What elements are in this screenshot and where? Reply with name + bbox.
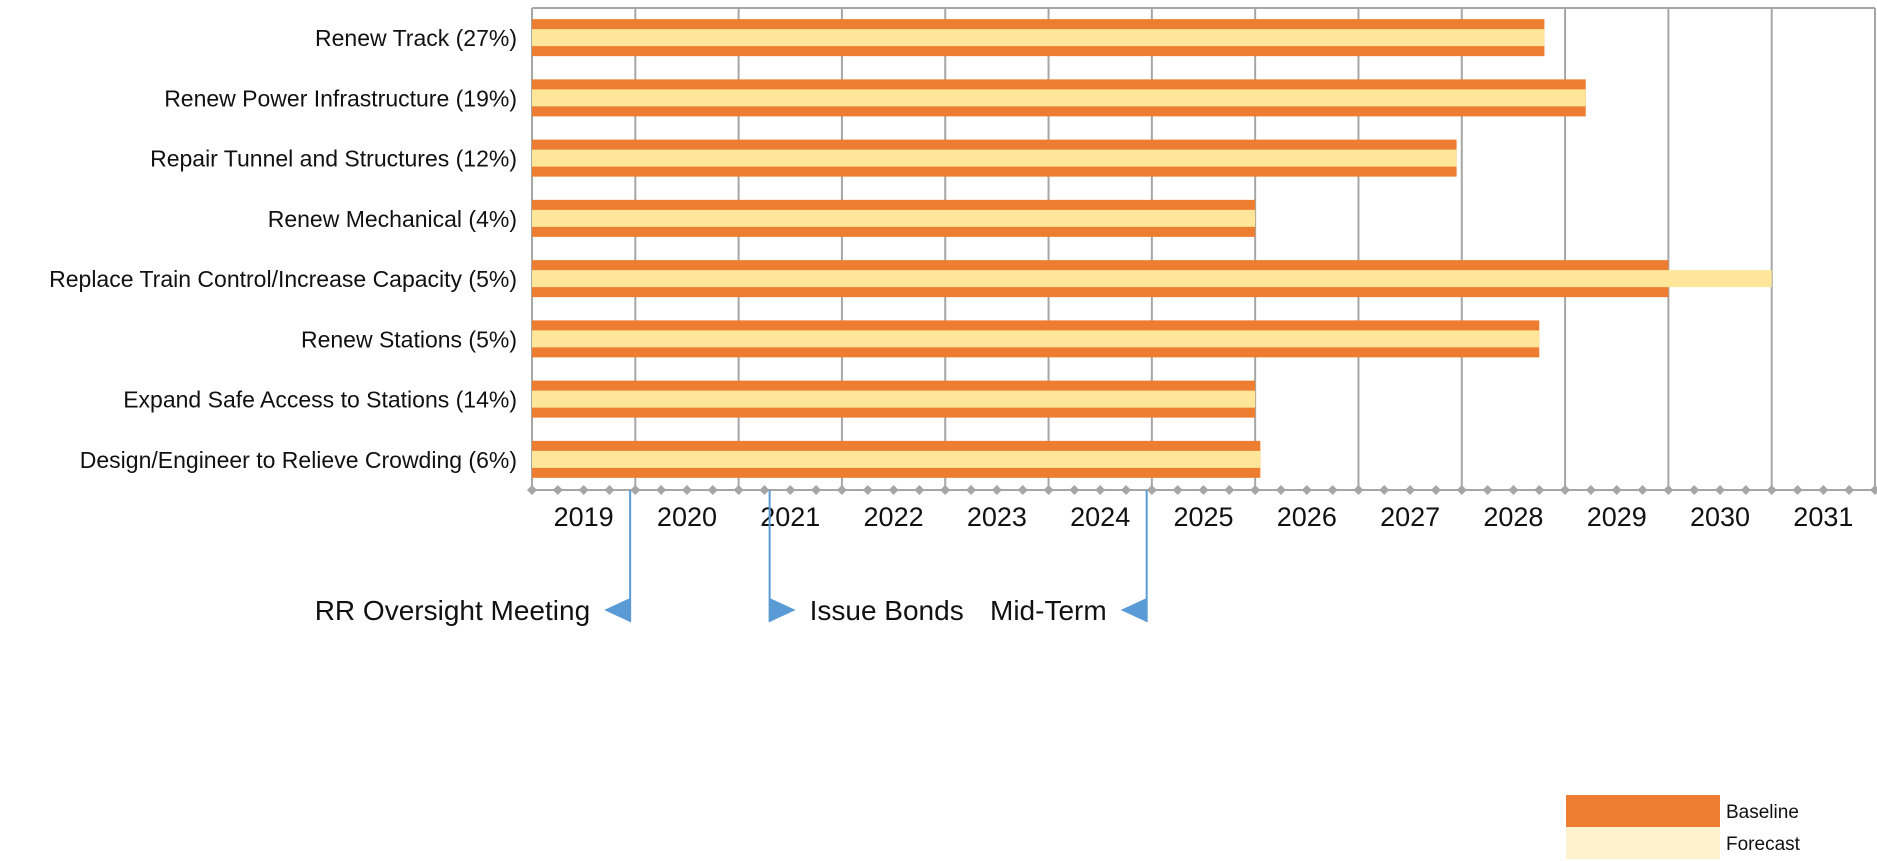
axis-tick-marker xyxy=(707,485,718,495)
axis-tick-marker xyxy=(552,485,563,495)
axis-tick-marker xyxy=(1095,485,1106,495)
axis-tick-marker xyxy=(1663,485,1674,495)
bar-forecast-6 xyxy=(532,390,1256,408)
x-tick-label: 2020 xyxy=(657,502,717,532)
axis-tick-marker xyxy=(1508,485,1519,495)
milestone-label: Mid-Term xyxy=(990,595,1107,626)
axis-tick-marker xyxy=(888,485,899,495)
axis-tick-marker xyxy=(1870,485,1877,495)
axis-tick-marker xyxy=(1275,485,1286,495)
category-label: Renew Power Infrastructure (19%) xyxy=(164,85,517,111)
milestone-marker-0 xyxy=(604,598,631,622)
axis-tick-marker xyxy=(1611,485,1622,495)
axis-tick-marker xyxy=(759,485,770,495)
axis-tick-marker xyxy=(1844,485,1855,495)
x-tick-label: 2024 xyxy=(1070,502,1130,532)
x-tick-label: 2025 xyxy=(1173,502,1233,532)
milestone-label: RR Oversight Meeting xyxy=(315,595,590,626)
bar-forecast-5 xyxy=(532,330,1540,348)
axis-tick-marker xyxy=(1327,485,1338,495)
bar-forecast-3 xyxy=(532,209,1256,227)
axis-tick-marker xyxy=(862,485,873,495)
axis-tick-marker xyxy=(914,485,925,495)
category-label: Replace Train Control/Increase Capacity … xyxy=(49,266,517,292)
category-label: Repair Tunnel and Structures (12%) xyxy=(150,146,517,172)
axis-tick-marker xyxy=(1301,485,1312,495)
x-tick-label: 2022 xyxy=(864,502,924,532)
axis-tick-marker xyxy=(1715,485,1726,495)
axis-tick-marker xyxy=(1560,485,1571,495)
axis-tick-marker xyxy=(991,485,1002,495)
x-tick-label: 2026 xyxy=(1277,502,1337,532)
axis-tick-marker xyxy=(1534,485,1545,495)
axis-tick-marker xyxy=(1043,485,1054,495)
x-tick-label: 2031 xyxy=(1793,502,1853,532)
axis-tick-marker xyxy=(656,485,667,495)
axis-tick-marker xyxy=(1740,485,1751,495)
x-tick-label: 2027 xyxy=(1380,502,1440,532)
legend-swatch-1 xyxy=(1566,827,1720,859)
legend-label: Forecast xyxy=(1726,834,1801,855)
axis-tick-marker xyxy=(785,485,796,495)
axis-tick-marker xyxy=(733,485,744,495)
axis-tick-marker xyxy=(527,485,537,495)
axis-tick-marker xyxy=(1456,485,1467,495)
legend-swatch-0 xyxy=(1566,795,1720,827)
category-label: Renew Stations (5%) xyxy=(301,326,517,352)
milestone-label: Issue Bonds xyxy=(810,595,964,626)
axis-tick-marker xyxy=(578,485,589,495)
axis-tick-marker xyxy=(811,485,822,495)
axis-tick-marker xyxy=(1146,485,1157,495)
axis-tick-marker xyxy=(1405,485,1416,495)
axis-tick-marker xyxy=(966,485,977,495)
x-tick-label: 2028 xyxy=(1483,502,1543,532)
category-label: Expand Safe Access to Stations (14%) xyxy=(123,387,517,413)
bar-forecast-0 xyxy=(532,29,1545,47)
axis-tick-marker xyxy=(1766,485,1777,495)
milestone-marker-2 xyxy=(1120,598,1147,622)
bar-forecast-7 xyxy=(532,450,1261,468)
x-tick-label: 2030 xyxy=(1690,502,1750,532)
axis-tick-marker xyxy=(1637,485,1648,495)
axis-tick-marker xyxy=(836,485,847,495)
x-tick-label: 2029 xyxy=(1587,502,1647,532)
axis-tick-marker xyxy=(1379,485,1390,495)
axis-tick-marker xyxy=(1585,485,1596,495)
axis-tick-marker xyxy=(1792,485,1803,495)
axis-tick-marker xyxy=(1353,485,1364,495)
bar-forecast-1 xyxy=(532,89,1586,107)
x-tick-label: 2019 xyxy=(554,502,614,532)
axis-tick-marker xyxy=(630,485,641,495)
axis-tick-marker xyxy=(604,485,615,495)
axis-tick-marker xyxy=(681,485,692,495)
milestone-marker-1 xyxy=(769,598,796,622)
legend-label: Baseline xyxy=(1726,802,1799,823)
bar-forecast-2 xyxy=(532,149,1457,167)
category-label: Renew Mechanical (4%) xyxy=(268,206,517,232)
axis-tick-marker xyxy=(1818,485,1829,495)
axis-tick-marker xyxy=(1689,485,1700,495)
x-tick-label: 2023 xyxy=(967,502,1027,532)
category-label: Renew Track (27%) xyxy=(315,25,517,51)
axis-tick-marker xyxy=(1198,485,1209,495)
bar-forecast-4 xyxy=(532,270,1772,288)
axis-tick-marker xyxy=(1121,485,1132,495)
axis-tick-marker xyxy=(1069,485,1080,495)
axis-tick-marker xyxy=(1482,485,1493,495)
axis-tick-marker xyxy=(1224,485,1235,495)
axis-tick-marker xyxy=(1430,485,1441,495)
axis-tick-marker xyxy=(1017,485,1028,495)
axis-tick-marker xyxy=(1172,485,1183,495)
axis-tick-marker xyxy=(1250,485,1261,495)
axis-tick-marker xyxy=(940,485,951,495)
category-label: Design/Engineer to Relieve Crowding (6%) xyxy=(80,447,517,473)
